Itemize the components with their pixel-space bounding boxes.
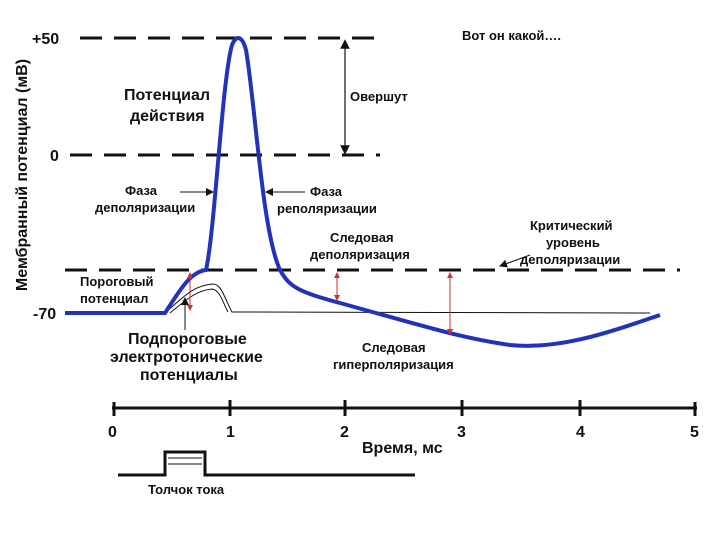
x-tick-label: 5	[690, 424, 699, 441]
label: деполяризации	[95, 200, 195, 215]
x-tick-label: 2	[340, 424, 349, 441]
label: деполяризация	[310, 247, 410, 262]
action-potential-curve	[65, 36, 661, 348]
label: Потенциал	[124, 87, 210, 104]
label: уровень	[546, 235, 600, 250]
label: Фаза	[310, 184, 343, 199]
y-tick-label: -70	[33, 306, 56, 323]
x-tick-label: 4	[576, 424, 585, 441]
label: действия	[130, 108, 205, 125]
label: Критический	[530, 218, 613, 233]
title: Вот он какой….	[462, 28, 561, 43]
label: потенциалы	[140, 367, 238, 384]
x-tick-label: 3	[457, 424, 466, 441]
time-axis	[112, 400, 697, 416]
stimulus-pulse	[118, 450, 415, 477]
label: Пороговый	[80, 274, 153, 289]
x-tick-label: 1	[226, 424, 235, 441]
y-axis-label: Мембранный потенциал (мВ)	[14, 59, 31, 291]
stimulus-pulse	[168, 457, 202, 465]
y-tick-label: 0	[50, 148, 59, 165]
label: гиперполяризация	[333, 357, 454, 372]
label: деполяризации	[520, 252, 620, 267]
label: Следовая	[362, 340, 426, 355]
arrow	[499, 254, 531, 268]
label: Толчок тока	[148, 482, 225, 497]
y-tick-label: +50	[32, 31, 59, 48]
label: Следовая	[330, 230, 394, 245]
label: электротонические	[110, 349, 263, 366]
label: Подпороговые	[128, 331, 247, 348]
x-axis-label: Время, мс	[362, 440, 443, 457]
x-tick-label: 0	[108, 424, 117, 441]
label: потенциал	[80, 291, 148, 306]
label: Фаза	[125, 183, 158, 198]
label: реполяризации	[277, 201, 377, 216]
label: Овершут	[350, 89, 408, 104]
